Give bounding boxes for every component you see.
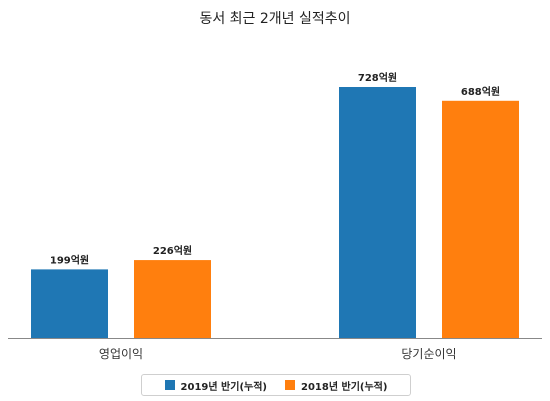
legend-label-2018: 2018년 반기(누적): [301, 381, 388, 393]
data-label-0-0: 199억원: [50, 253, 89, 266]
bar-1-0[interactable]: [339, 87, 416, 338]
legend-item-2019[interactable]: 2019년 반기(누적): [164, 378, 267, 393]
data-label-1-0: 728억원: [358, 71, 397, 84]
legend-swatch-2019: [164, 380, 175, 390]
legend-item-2018[interactable]: 2018년 반기(누적): [285, 378, 387, 393]
bar-0-0[interactable]: [31, 269, 108, 338]
legend: 2019년 반기(누적) 2018년 반기(누적): [141, 374, 411, 396]
data-label-0-1: 226억원: [153, 244, 192, 257]
data-label-1-1: 688억원: [461, 85, 500, 98]
legend-swatch-2018: [285, 380, 295, 390]
category-label-0: 영업이익: [99, 347, 143, 361]
category-label-1: 당기순이익: [401, 347, 456, 361]
chart-title: 동서 최근 2개년 실적추이: [199, 11, 351, 27]
legend-label-2019: 2019년 반기(누적): [180, 381, 267, 393]
bar-0-1[interactable]: [134, 260, 211, 338]
bar-1-1[interactable]: [442, 100, 519, 339]
